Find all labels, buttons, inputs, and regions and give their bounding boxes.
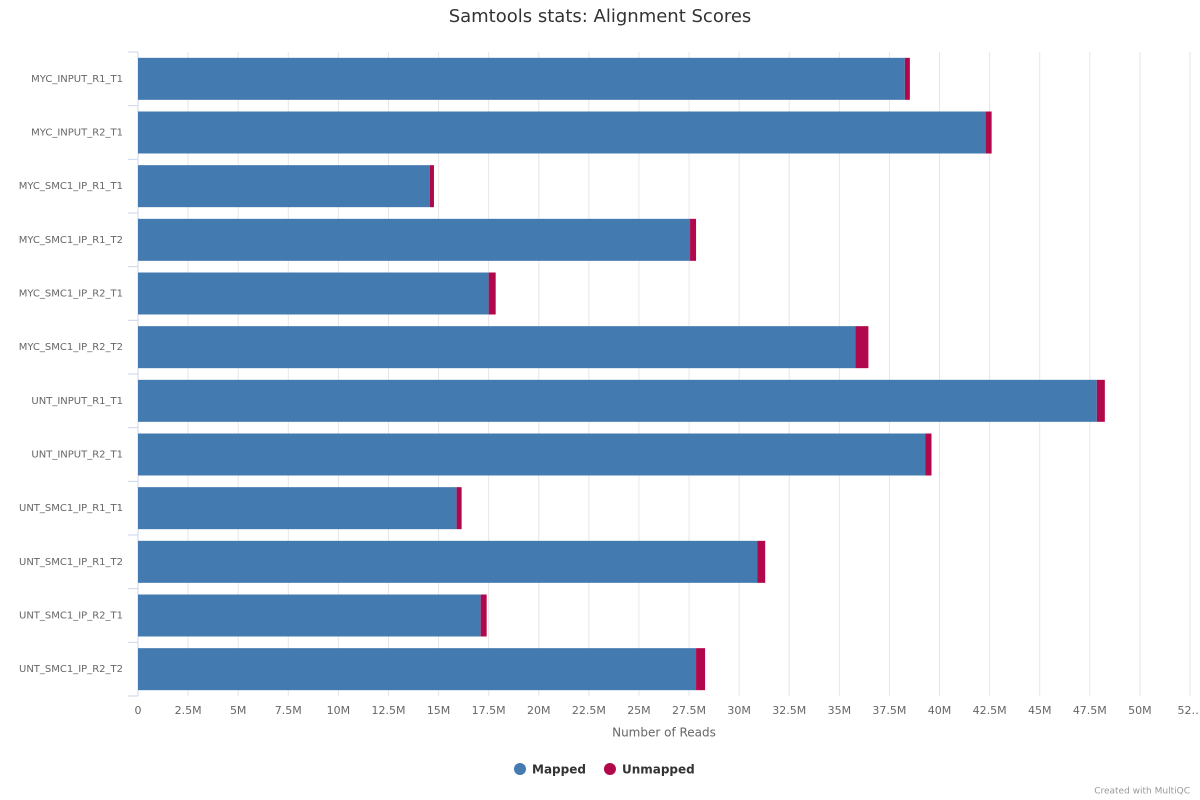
y-tick-label: MYC_SMC1_IP_R1_T1 xyxy=(19,181,123,192)
legend-marker xyxy=(603,763,616,775)
bar-segment xyxy=(456,487,462,530)
bar-segment xyxy=(690,218,697,261)
chart-title: Samtools stats: Alignment Scores xyxy=(449,6,752,27)
bar-segment xyxy=(480,594,487,637)
x-tick-label: 12.5M xyxy=(371,704,405,717)
bar-segment xyxy=(138,326,856,369)
bar-segment xyxy=(138,272,489,315)
y-tick-label: MYC_SMC1_IP_R2_T1 xyxy=(19,289,123,300)
x-tick-label: 22.5M xyxy=(572,704,606,717)
bar-segment xyxy=(138,379,1097,422)
x-tick-label: 7.5M xyxy=(275,704,302,717)
bar-segment xyxy=(855,326,869,369)
credits: Created with MultiQC xyxy=(1094,787,1190,797)
y-tick-label: UNT_INPUT_R1_T1 xyxy=(31,396,123,407)
x-tick-label: 0 xyxy=(135,704,142,717)
x-tick-label: 35M xyxy=(828,704,852,717)
x-tick-label: 50M xyxy=(1128,704,1152,717)
x-tick-label: 5M xyxy=(230,704,247,717)
bar-segment xyxy=(138,218,691,261)
x-tick-label: 27.5M xyxy=(672,704,706,717)
bar-segment xyxy=(925,433,932,476)
bar-segment xyxy=(138,433,926,476)
bar-segment xyxy=(1096,379,1105,422)
bar-segment xyxy=(138,648,697,691)
y-tick-label: UNT_SMC1_IP_R2_T2 xyxy=(19,664,123,675)
y-tick-label: UNT_SMC1_IP_R2_T1 xyxy=(19,611,123,622)
bar-segment xyxy=(429,165,434,208)
bar-segment xyxy=(138,111,986,154)
x-tick-label: 32.5M xyxy=(772,704,806,717)
y-tick-label: MYC_INPUT_R2_T1 xyxy=(31,128,123,139)
x-tick-label: 30M xyxy=(727,704,751,717)
legend-label: Mapped xyxy=(532,763,586,777)
bar-segment xyxy=(138,540,758,583)
x-tick-label: 47.5M xyxy=(1073,704,1107,717)
x-tick-label: 17.5M xyxy=(472,704,506,717)
bar-segment xyxy=(138,594,481,637)
bar-segment xyxy=(904,57,910,100)
x-tick-label: 40M xyxy=(928,704,952,717)
y-tick-label: MYC_SMC1_IP_R1_T2 xyxy=(19,235,123,246)
bar-segment xyxy=(138,165,430,208)
x-tick-label: 45M xyxy=(1028,704,1052,717)
bar-segment xyxy=(138,57,905,100)
x-axis-title: Number of Reads xyxy=(612,726,716,740)
bar-segment xyxy=(696,648,706,691)
y-tick-label: UNT_INPUT_R2_T1 xyxy=(31,450,123,461)
x-tick-label: 20M xyxy=(527,704,551,717)
x-tick-label: 52… xyxy=(1178,704,1200,717)
bar-segment xyxy=(488,272,496,315)
y-tick-label: MYC_INPUT_R1_T1 xyxy=(31,74,123,85)
x-tick-label: 10M xyxy=(327,704,351,717)
bar-segment xyxy=(138,487,457,530)
legend-marker xyxy=(514,763,526,775)
x-tick-label: 25M xyxy=(627,704,651,717)
y-tick-label: UNT_SMC1_IP_R1_T2 xyxy=(19,557,123,568)
bar-segment xyxy=(757,540,766,583)
x-tick-label: 2.5M xyxy=(175,704,202,717)
bar-segment xyxy=(985,111,992,154)
x-tick-label: 15M xyxy=(427,704,451,717)
legend-label: Unmapped xyxy=(622,763,695,777)
y-tick-label: MYC_SMC1_IP_R2_T2 xyxy=(19,342,123,353)
x-tick-label: 42.5M xyxy=(973,704,1007,717)
x-tick-label: 37.5M xyxy=(872,704,906,717)
y-tick-label: UNT_SMC1_IP_R1_T1 xyxy=(19,503,123,514)
